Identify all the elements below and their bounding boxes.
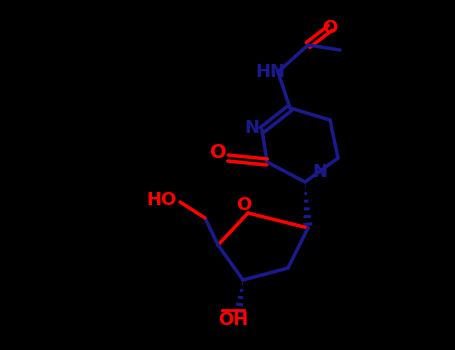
Text: HN: HN [255, 63, 285, 81]
Text: N: N [313, 163, 328, 181]
Text: HO: HO [147, 191, 177, 209]
Text: O: O [210, 144, 226, 162]
Text: OH: OH [218, 311, 248, 329]
Text: N: N [244, 119, 259, 137]
Text: O: O [323, 19, 338, 37]
Text: O: O [237, 196, 252, 214]
